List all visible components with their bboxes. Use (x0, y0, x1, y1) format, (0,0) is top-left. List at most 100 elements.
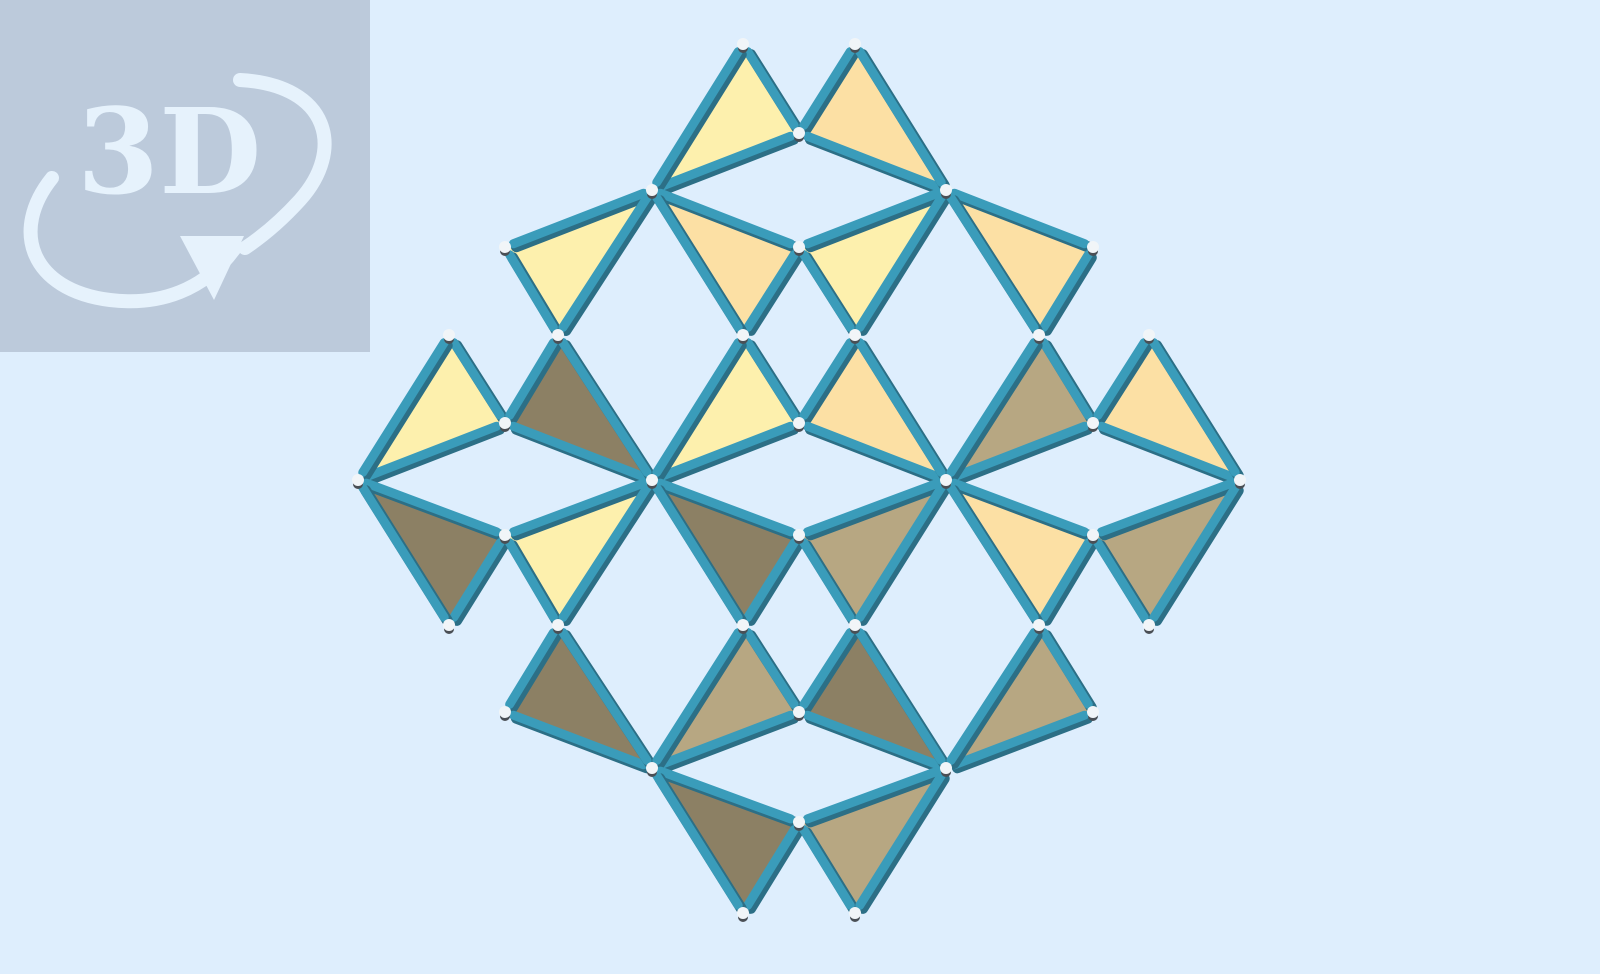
strut (802, 188, 943, 249)
tetrahedron-face (656, 48, 795, 186)
node (793, 241, 805, 253)
rotate-3d-button[interactable]: 3D (0, 0, 370, 352)
tetrahedron-face (509, 194, 648, 331)
node (737, 38, 749, 50)
node (737, 619, 749, 631)
node (793, 529, 805, 541)
strut (1149, 338, 1240, 477)
strut (652, 483, 743, 622)
strut (655, 421, 796, 482)
strut (361, 421, 502, 482)
tetrahedron-face (950, 629, 1089, 765)
strut (743, 628, 799, 709)
strut (358, 338, 449, 477)
strut (655, 710, 796, 770)
strut (799, 338, 855, 420)
node (737, 907, 749, 919)
tetrahedron-face (656, 484, 795, 621)
strut (802, 710, 943, 770)
strut (949, 710, 1090, 770)
strut (508, 710, 649, 770)
tetrahedron-face (656, 771, 795, 909)
tetrahedron-face (509, 484, 648, 621)
strut (505, 628, 558, 709)
strut (655, 478, 796, 537)
strut (855, 193, 946, 332)
tetrahedron-face (362, 339, 501, 476)
node (793, 706, 805, 718)
strut (855, 338, 946, 477)
node (793, 127, 805, 139)
node (940, 184, 952, 196)
strut (652, 193, 743, 332)
badge-label: 3D (77, 82, 261, 221)
node (443, 329, 455, 341)
tetrahedron-face (950, 339, 1089, 476)
tetrahedron-face (656, 194, 795, 331)
node (1087, 706, 1099, 718)
strut (855, 47, 946, 187)
strut (1096, 421, 1237, 482)
strut (508, 188, 649, 249)
strut (946, 483, 1039, 622)
strut (743, 250, 799, 332)
nodes (352, 38, 1246, 922)
node (1087, 417, 1099, 429)
strut (799, 250, 855, 332)
strut (946, 338, 1039, 477)
node (849, 329, 861, 341)
strut (508, 478, 649, 537)
node (646, 184, 658, 196)
strut (1039, 628, 1093, 709)
strut (558, 193, 652, 332)
node (1033, 619, 1045, 631)
node (552, 619, 564, 631)
strut (855, 483, 946, 622)
strut (1039, 338, 1093, 420)
strut (802, 131, 943, 192)
strut (449, 538, 505, 622)
strut (655, 131, 796, 192)
node (1143, 329, 1155, 341)
node (849, 38, 861, 50)
strut (743, 825, 799, 910)
strut (802, 421, 943, 482)
strut (1096, 478, 1237, 537)
node (737, 329, 749, 341)
node (1143, 619, 1155, 631)
node (1087, 241, 1099, 253)
strut (652, 628, 743, 765)
node (849, 619, 861, 631)
strut (558, 483, 652, 622)
node (1033, 329, 1045, 341)
tetrahedra-faces (362, 48, 1236, 909)
strut (1149, 483, 1240, 622)
strut (505, 538, 558, 622)
node (499, 529, 511, 541)
node (646, 474, 658, 486)
strut (743, 538, 799, 622)
strut (558, 338, 652, 477)
strut (1093, 538, 1149, 622)
strut (505, 338, 558, 420)
tetrahedron-face (362, 484, 501, 621)
node (499, 706, 511, 718)
strut (802, 766, 943, 824)
strut (855, 628, 946, 765)
strut (361, 478, 502, 537)
strut (799, 628, 855, 709)
rotate-3d-icon: 3D (23, 73, 332, 309)
node (793, 417, 805, 429)
strut (652, 338, 743, 477)
strut (799, 538, 855, 622)
strut (855, 771, 946, 910)
tetrahedron-face (950, 194, 1089, 331)
strut (655, 766, 796, 824)
node (1087, 529, 1099, 541)
strut (1039, 250, 1093, 332)
strut (508, 421, 649, 482)
node (499, 241, 511, 253)
strut (652, 771, 743, 910)
